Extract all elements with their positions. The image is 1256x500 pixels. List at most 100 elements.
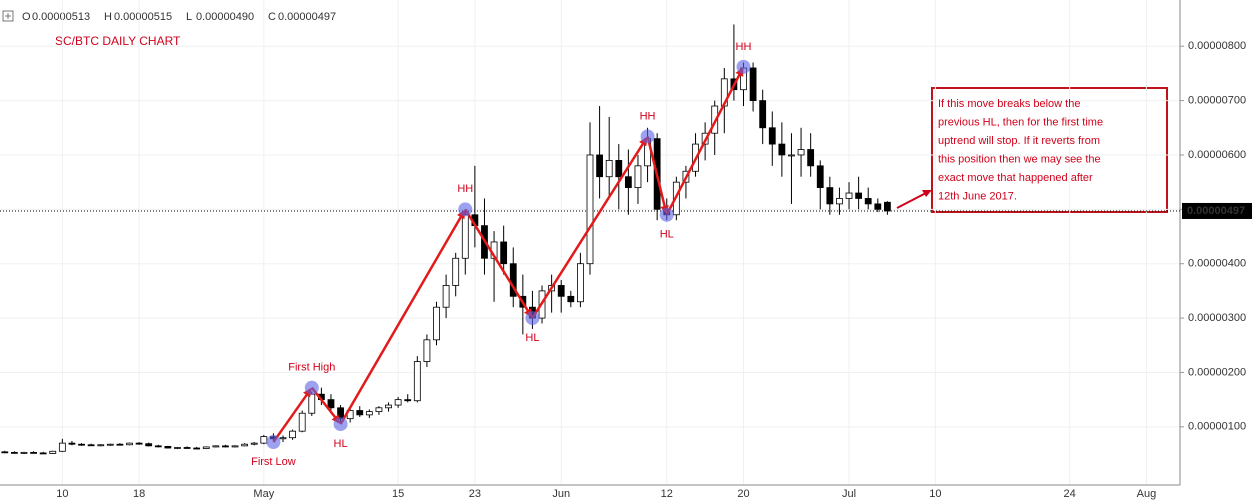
x-tick-label: 10 [56, 488, 68, 500]
candle-body [557, 285, 565, 297]
note-arrowhead [922, 190, 932, 197]
swing-point [458, 202, 473, 217]
last-value-label: 0.00000497 [1187, 205, 1245, 217]
y-tick-label: 0.00000100 [1188, 421, 1246, 433]
note-text: 12th June 2017. [938, 190, 1017, 202]
candle-body [231, 445, 239, 448]
note-arrow [896, 192, 927, 209]
candle-body [423, 339, 431, 362]
candle-body [279, 437, 287, 440]
candle-body [260, 436, 268, 444]
swing-label: HL [660, 229, 674, 241]
candle-body [193, 447, 201, 450]
swing-line [272, 391, 310, 443]
candle-body [183, 447, 191, 449]
ohlc-value: 0.00000513 [32, 11, 90, 23]
swing-point [736, 59, 751, 74]
candle-body [788, 154, 795, 157]
candle-body [49, 450, 57, 454]
note-text: this position then we may see the [938, 153, 1101, 165]
candle-body [116, 443, 124, 446]
candle-body [864, 198, 872, 205]
x-tick-label: Aug [1137, 488, 1157, 500]
candle-body [87, 444, 95, 447]
toggle-icon[interactable] [2, 10, 14, 22]
candle-body [855, 192, 863, 199]
x-tick-label: 23 [469, 488, 481, 500]
swing-point [333, 417, 348, 432]
swing-point [304, 380, 319, 395]
y-tick-label: 0.00000600 [1188, 149, 1246, 161]
candle-body [605, 159, 613, 178]
candle-body [452, 257, 460, 286]
candle-body [807, 149, 815, 167]
ohlc-value: 0.00000515 [114, 11, 172, 23]
swing-label: HH [640, 110, 656, 122]
swing-line [339, 213, 464, 425]
x-tick-label: 12 [661, 488, 673, 500]
ohlc-value: 0.00000497 [278, 11, 336, 23]
candle-body [461, 214, 469, 259]
swing-label: First High [288, 362, 335, 374]
note-box [931, 87, 1168, 213]
candle-body [586, 154, 594, 265]
candle-body [356, 410, 364, 416]
note-text: uptrend will stop. If it reverts from [938, 135, 1100, 147]
candle-body [615, 159, 623, 178]
candle-body [874, 203, 882, 210]
y-tick-label: 0.00000700 [1188, 94, 1246, 106]
swing-point [640, 129, 655, 144]
swing-label: HL [525, 332, 539, 344]
candle-body [749, 67, 757, 101]
swing-label: HH [736, 41, 752, 53]
candle-body [241, 443, 249, 447]
candle-body [577, 263, 584, 303]
candle-body [634, 165, 642, 188]
candle-body [567, 295, 575, 303]
candle-body [222, 445, 229, 448]
candle-body [58, 442, 66, 452]
candle-body [404, 399, 412, 402]
candle-body [845, 192, 853, 199]
note-text: exact move that happened after [938, 172, 1093, 184]
candle-body [174, 447, 181, 449]
candle-body [500, 241, 508, 265]
swing-point [525, 311, 540, 326]
candle-body [394, 399, 402, 406]
candle-body [164, 445, 172, 449]
swing-point [659, 207, 674, 222]
x-tick-label: 20 [737, 488, 749, 500]
candle-body [78, 443, 85, 446]
candle-body [365, 411, 373, 416]
ohlc-key: C [268, 11, 276, 23]
candle-body [596, 154, 603, 178]
x-tick-label: 10 [929, 488, 941, 500]
candle-body [624, 176, 632, 188]
candle-body [327, 399, 335, 409]
x-tick-label: 15 [392, 488, 404, 500]
note-text: If this move breaks below the [938, 98, 1080, 110]
candle-body [413, 361, 421, 402]
candle-body [442, 285, 450, 308]
ohlc-key: L [186, 11, 192, 23]
x-tick-label: May [253, 488, 274, 500]
candle-body [39, 452, 47, 455]
candle-body [212, 445, 220, 448]
swing-line [464, 208, 531, 314]
x-tick-label: Jun [552, 488, 570, 500]
swing-line [646, 136, 667, 210]
y-tick-label: 0.00000200 [1188, 366, 1246, 378]
candle-body [68, 442, 76, 445]
y-tick-label: 0.00000300 [1188, 312, 1246, 324]
candle-body [289, 430, 297, 439]
last-value-box [1182, 202, 1252, 219]
y-tick-label: 0.00000800 [1188, 40, 1246, 52]
candle-body [768, 127, 776, 145]
candle-body [759, 100, 767, 129]
ohlc-key: H [104, 11, 112, 23]
candle-body [30, 451, 37, 454]
swing-label: First Low [251, 456, 296, 468]
x-tick-label: 24 [1064, 488, 1076, 500]
